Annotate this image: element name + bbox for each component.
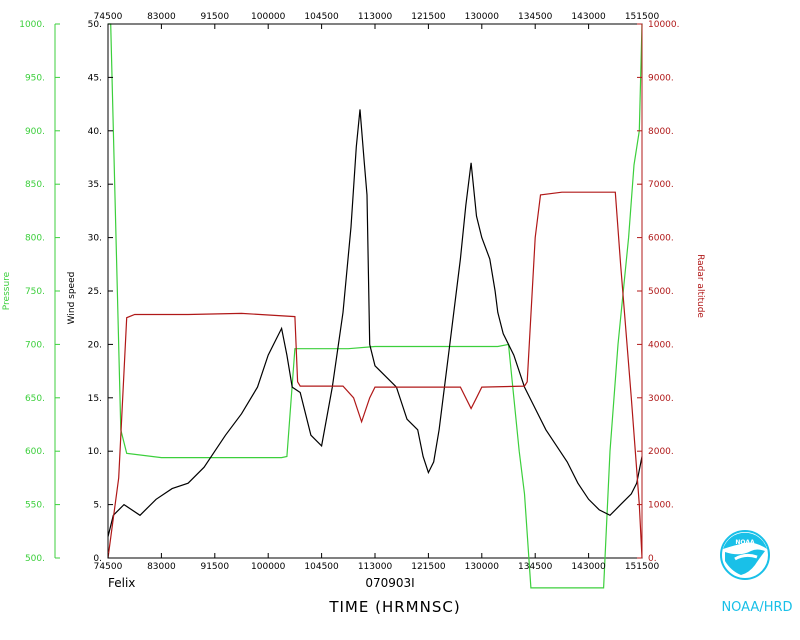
radar-tick-label: 7000.	[648, 180, 674, 190]
radar-axis-label: Radar altitude	[695, 254, 705, 318]
pressure-tick-label: 850.	[25, 180, 45, 190]
x-tick-label-bottom: 83000	[147, 562, 176, 572]
pressure-tick-label: 950.	[25, 73, 45, 83]
pressure-tick-label: 550.	[25, 501, 45, 511]
plot-area	[107, 23, 643, 559]
x-tick-label-bottom: 134500	[518, 562, 553, 572]
x-tick-label-top: 83000	[147, 12, 176, 22]
x-tick-label-top: 143000	[571, 12, 606, 22]
pressure-tick-label: 1000.	[19, 20, 45, 30]
pressure-tick-label: 750.	[25, 287, 45, 297]
x-tick-label-bottom: 100000	[251, 562, 286, 572]
wind-tick-label: 5.	[93, 501, 102, 511]
radar-tick-label: 8000.	[648, 127, 674, 137]
x-tick-label-top: 151500	[625, 12, 660, 22]
radar-tick-label: 5000.	[648, 287, 674, 297]
noaa-logo: NOAA	[720, 530, 770, 580]
radar-tick-label: 4000.	[648, 340, 674, 350]
x-tick-label-top: 74500	[94, 12, 123, 22]
wind-tick-label: 10.	[88, 447, 102, 457]
x-tick-label-top: 121500	[411, 12, 446, 22]
pressure-axis-label: Pressure	[2, 271, 12, 310]
x-tick-label-top: 134500	[518, 12, 553, 22]
wind-tick-label: 30.	[88, 234, 102, 244]
x-tick-label-top: 91500	[200, 12, 229, 22]
radar-tick-label: 2000.	[648, 447, 674, 457]
series-pressure	[108, 23, 643, 589]
x-tick-label-bottom: 74500	[94, 562, 123, 572]
noaa-hrd-label: NOAA/HRD	[721, 600, 792, 615]
x-tick-label-bottom: 151500	[625, 562, 660, 572]
x-tick-label-bottom: 104500	[304, 562, 339, 572]
x-tick-label-bottom: 121500	[411, 562, 446, 572]
series-wind-speed	[107, 109, 643, 537]
radar-tick-label: 6000.	[648, 234, 674, 244]
x-tick-label-bottom: 113000	[358, 562, 393, 572]
flight-id: 070903I	[365, 576, 414, 590]
svg-text:NOAA: NOAA	[735, 539, 755, 546]
pressure-tick-label: 600.	[25, 447, 45, 457]
x-tick-label-bottom: 143000	[571, 562, 606, 572]
radar-tick-label: 0.	[648, 554, 657, 564]
x-tick-label-top: 104500	[304, 12, 339, 22]
x-tick-label-top: 130000	[465, 12, 500, 22]
radar-tick-label: 10000.	[648, 20, 680, 30]
x-tick-label-bottom: 91500	[200, 562, 229, 572]
pressure-tick-label: 700.	[25, 340, 45, 350]
pressure-tick-label: 650.	[25, 394, 45, 404]
pressure-tick-label: 500.	[25, 554, 45, 564]
x-tick-label-top: 100000	[251, 12, 286, 22]
pressure-tick-label: 800.	[25, 234, 45, 244]
wind-tick-label: 20.	[88, 340, 102, 350]
wind-tick-label: 45.	[88, 73, 102, 83]
wind-tick-label: 0.	[93, 554, 102, 564]
wind-tick-label: 50.	[88, 20, 102, 30]
x-axis-title: TIME (HRMNSC)	[328, 598, 460, 616]
wind-tick-label: 15.	[88, 394, 102, 404]
radar-tick-label: 3000.	[648, 394, 674, 404]
radar-tick-label: 9000.	[648, 73, 674, 83]
x-tick-label-bottom: 130000	[465, 562, 500, 572]
pressure-tick-label: 900.	[25, 127, 45, 137]
wind-tick-label: 25.	[88, 287, 102, 297]
storm-name: Felix	[108, 576, 135, 590]
series-radar-altitude	[107, 191, 643, 559]
radar-tick-label: 1000.	[648, 501, 674, 511]
wind-tick-label: 40.	[88, 127, 102, 137]
wind-tick-label: 35.	[88, 180, 102, 190]
wind-axis-label: Wind speed	[67, 272, 77, 325]
x-tick-label-top: 113000	[358, 12, 393, 22]
